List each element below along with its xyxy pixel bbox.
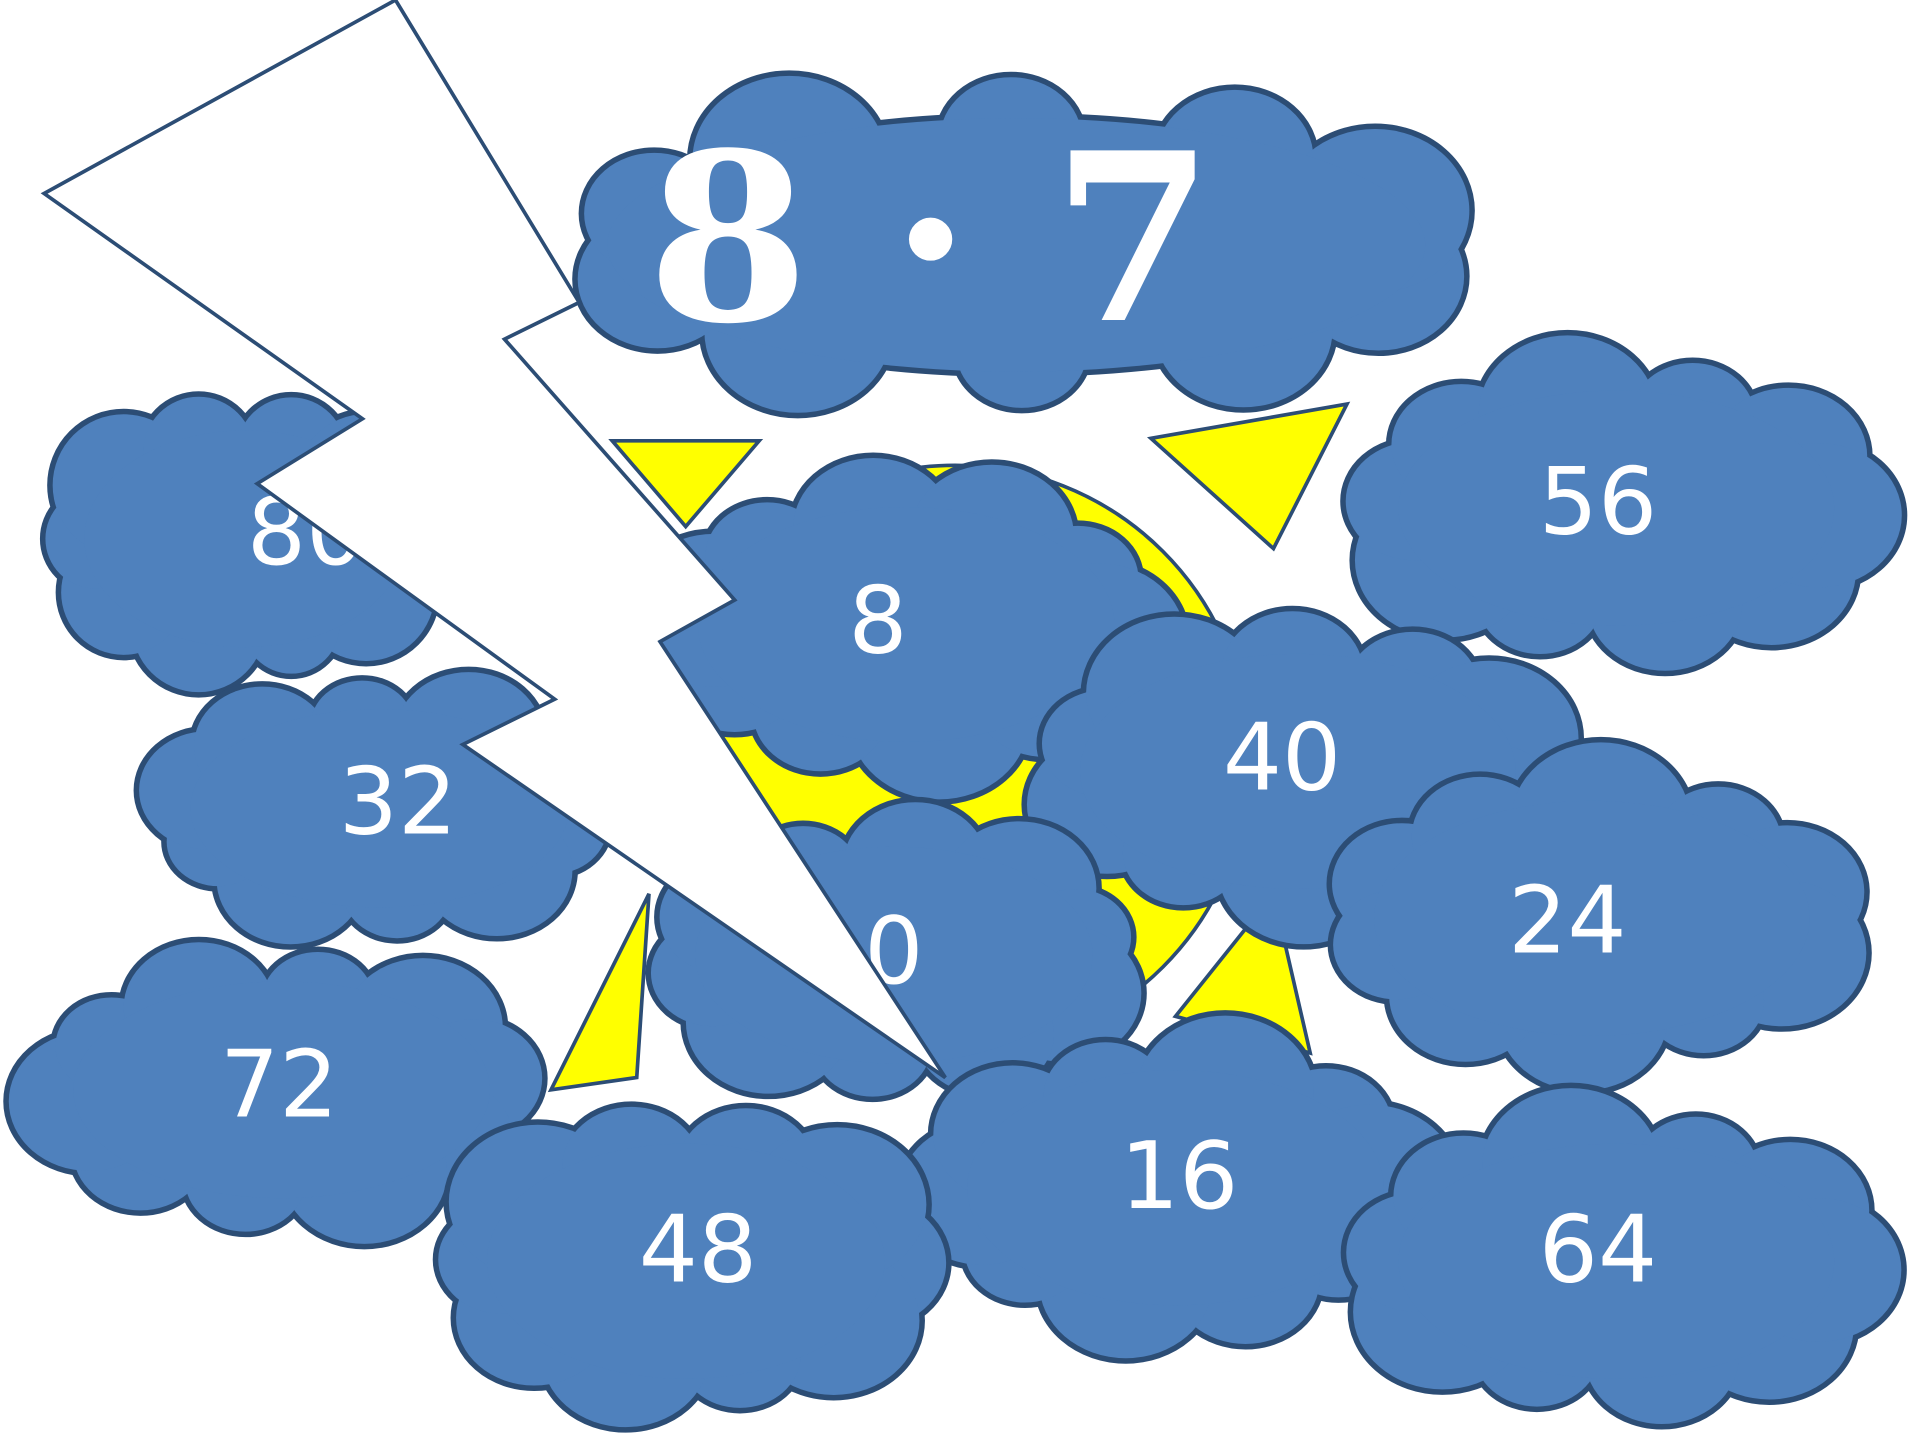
answer-label: 8 bbox=[848, 566, 907, 674]
sun-ray bbox=[608, 438, 764, 530]
answer-label: 16 bbox=[1120, 1122, 1238, 1230]
cloud-puff bbox=[697, 506, 1115, 743]
cloud: 16 bbox=[893, 1010, 1465, 1364]
answer-label: 64 bbox=[1539, 1196, 1657, 1304]
cloud-puff bbox=[607, 118, 1426, 372]
cloud: 64 bbox=[1340, 1082, 1907, 1430]
cloud-puff bbox=[967, 1070, 1384, 1306]
cloud-puff bbox=[190, 708, 569, 908]
answer-label: 56 bbox=[1539, 448, 1657, 556]
problem-title: 8 · 7 bbox=[647, 102, 1214, 375]
cloud: 24 bbox=[1326, 736, 1872, 1097]
lightning-bolt bbox=[40, 0, 947, 1080]
sun-ray bbox=[1146, 401, 1351, 552]
cloud: 48 bbox=[432, 1101, 952, 1433]
cloud-puff bbox=[73, 981, 490, 1199]
cloud-puff bbox=[1398, 390, 1835, 626]
answer-label: 24 bbox=[1508, 866, 1626, 974]
answer-label: 48 bbox=[639, 1196, 757, 1304]
cloud-puff bbox=[1374, 800, 1810, 1036]
cloud: 72 bbox=[3, 936, 548, 1250]
answer-label: 40 bbox=[1223, 703, 1341, 811]
cloud: 8 · 7 bbox=[572, 70, 1475, 419]
cloud-puff bbox=[1398, 1143, 1835, 1379]
cloud: 56 bbox=[1340, 329, 1908, 677]
sun-ray bbox=[547, 893, 651, 1093]
cloud-puff bbox=[486, 1143, 885, 1379]
answer-label: 72 bbox=[220, 1030, 338, 1138]
answer-label: 32 bbox=[339, 748, 457, 856]
